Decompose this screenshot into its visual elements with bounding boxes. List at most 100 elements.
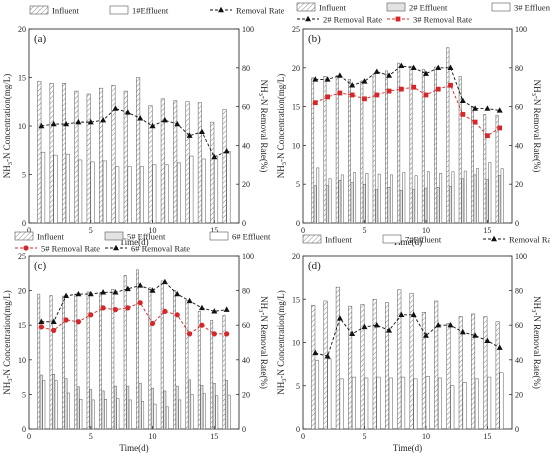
data-point	[211, 308, 218, 314]
data-point	[186, 331, 193, 337]
bar	[449, 186, 452, 224]
data-point	[447, 322, 454, 328]
legend-label: Influent	[319, 3, 347, 13]
bar	[225, 380, 228, 430]
y2-axis-title: NH3-N Removal Rate(%)	[530, 80, 542, 173]
y-tick-label: 5	[22, 390, 26, 399]
data-point	[51, 327, 57, 333]
data-point	[435, 322, 442, 328]
y2-tick-label: 0	[515, 425, 519, 434]
bar	[212, 383, 216, 430]
bar	[426, 171, 430, 224]
y-tick-label: 0	[22, 219, 26, 228]
bar	[471, 313, 476, 430]
series-line	[41, 108, 227, 158]
bar	[127, 166, 132, 224]
bar	[413, 378, 418, 430]
bar	[390, 174, 393, 224]
y-tick-label: 0	[296, 219, 300, 228]
x-tick-label: 0	[301, 432, 305, 441]
bar	[421, 311, 426, 430]
legend-label: 1#Effluent	[132, 6, 169, 16]
y-tick-label: 20	[18, 287, 26, 296]
data-point	[38, 324, 44, 330]
series-line	[315, 84, 500, 137]
bar	[222, 315, 226, 430]
bar	[116, 398, 120, 430]
chart-panel-4: 0 5 10 15 20 0 20 40 60 80 100 0 5 10 15 Time(d) NH3-N C…	[276, 235, 550, 454]
bar	[126, 385, 130, 430]
data-point	[149, 320, 156, 327]
legend-item: 2# Effluent	[386, 3, 448, 13]
data-point	[199, 322, 205, 328]
bar	[495, 321, 500, 430]
legend-item: 1#Effluent	[109, 6, 169, 16]
x-axis-title: Time(d)	[393, 443, 422, 453]
bar	[54, 380, 58, 430]
x-tick-label: 0	[27, 432, 31, 441]
bar-series-1-effluent	[41, 150, 231, 224]
line-series-5-removal-rate	[38, 300, 230, 337]
data-point	[137, 115, 144, 121]
y2-axis-title: NH3-N Removal Rate(%)	[530, 296, 542, 389]
bar	[79, 398, 83, 430]
line-series-removal-rate	[312, 311, 503, 359]
data-point	[312, 76, 319, 82]
data-point	[63, 120, 70, 127]
y2-tick-label: 0	[242, 219, 246, 228]
bar	[111, 288, 115, 430]
legend-marker	[305, 15, 311, 22]
x-tick-label: 10	[422, 432, 430, 441]
bar	[210, 320, 214, 430]
bar	[89, 389, 93, 430]
data-point	[324, 76, 331, 82]
data-point	[349, 92, 355, 98]
bar	[86, 93, 91, 224]
x-tick-label: 10	[149, 226, 157, 235]
bar	[76, 386, 80, 430]
legend-item: 6# Effluent	[209, 232, 271, 242]
bar	[377, 173, 381, 224]
data-point	[112, 105, 119, 111]
bar	[446, 323, 451, 430]
bar-series-6-effluent	[42, 380, 231, 430]
data-point	[398, 86, 404, 92]
data-point	[112, 307, 119, 313]
legend-label: 2# Removal Rate	[323, 15, 382, 25]
bar	[401, 376, 406, 430]
plot-frame	[28, 28, 240, 224]
data-point	[349, 330, 356, 337]
line-series-3-removal-rate	[312, 82, 503, 139]
legend-label: 6# Effluent	[232, 232, 271, 242]
data-point	[88, 312, 94, 318]
bar	[483, 316, 488, 430]
data-point	[174, 312, 180, 318]
y-axis-title: NH3-N Concentration(mg/L)	[276, 74, 288, 178]
y2-axis-title: NH3-N Removal Rate(%)	[257, 296, 269, 389]
bar	[74, 90, 79, 224]
bar	[42, 380, 46, 430]
data-point	[186, 132, 193, 138]
series-line	[315, 65, 500, 111]
legend-item: 3# Removal Rate	[387, 15, 472, 25]
data-point	[161, 278, 168, 285]
data-point	[38, 318, 45, 324]
bar	[316, 167, 320, 224]
bar	[339, 378, 344, 430]
y-tick-label: 15	[292, 295, 300, 304]
data-point	[496, 344, 503, 350]
bar	[61, 83, 67, 224]
data-point	[100, 305, 106, 311]
bar	[178, 399, 182, 430]
bar	[111, 85, 116, 224]
bar	[313, 185, 317, 224]
bar	[227, 394, 231, 430]
data-point	[325, 94, 330, 100]
bar	[387, 187, 391, 224]
chart-panel-1: 0 5 10 15 20 0 20 40 60 80 100 0 5 10 15 Time(d) NH3-N C…	[2, 6, 285, 248]
bar	[175, 385, 179, 430]
bar	[176, 162, 182, 224]
x-tick-label: 0	[27, 226, 31, 235]
bar	[185, 101, 190, 224]
legend-label: Influent	[52, 6, 80, 16]
